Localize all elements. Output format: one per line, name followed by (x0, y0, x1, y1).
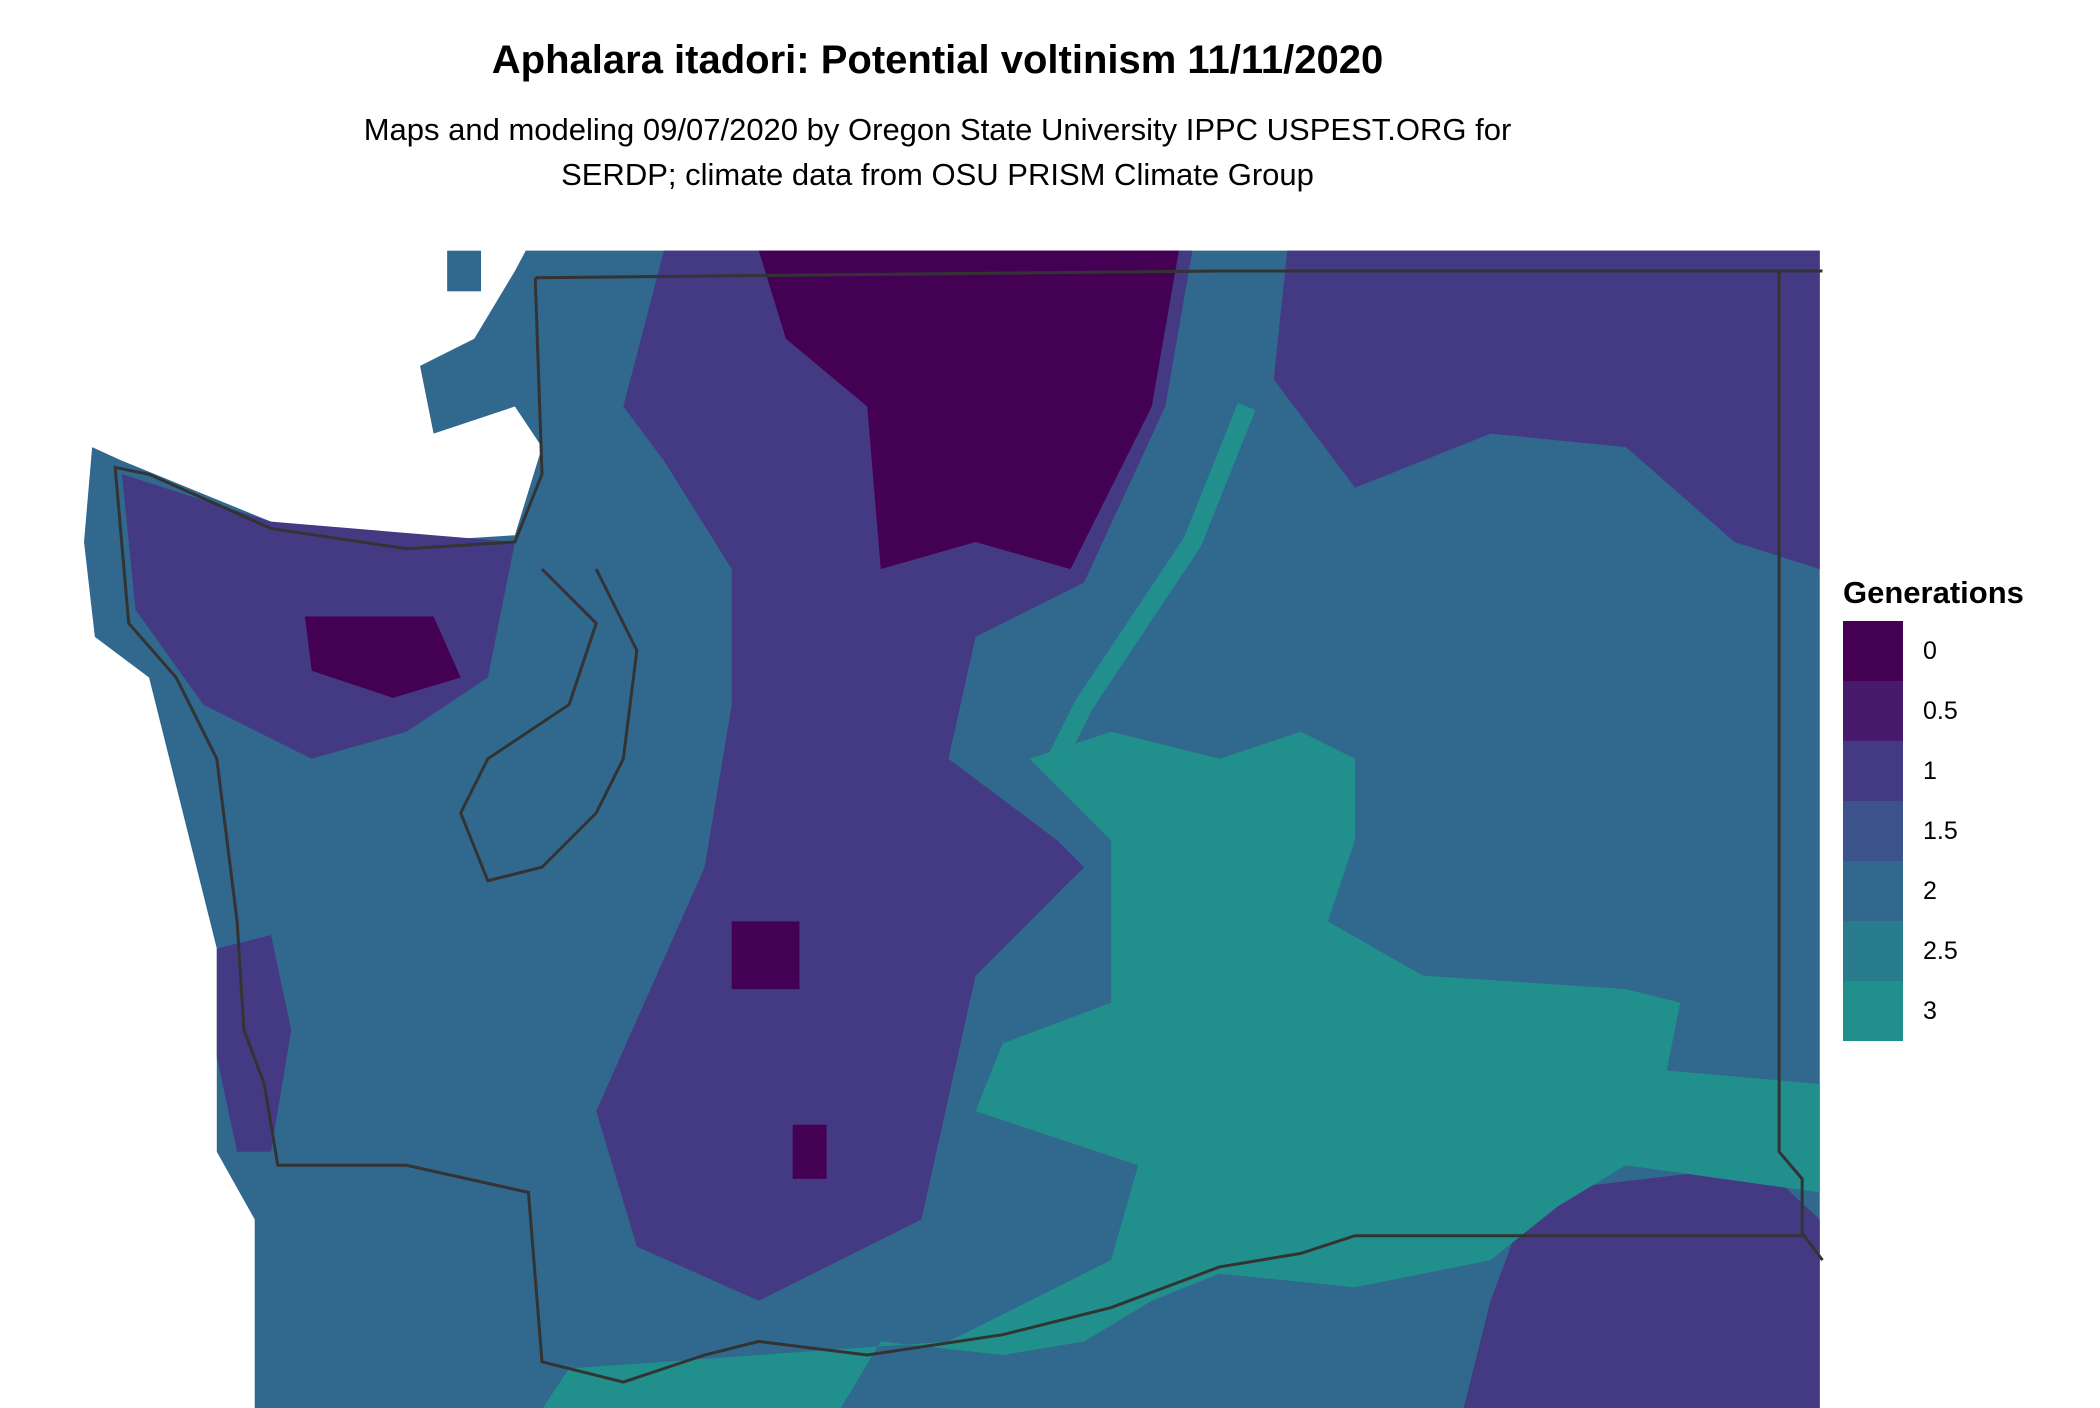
legend-swatch (1843, 981, 1903, 1041)
legend-label: 0 (1923, 636, 1937, 665)
map-region-3-columbia-basin (542, 731, 1820, 1408)
map-region-0-olympics (304, 616, 461, 698)
legend-swatch (1843, 861, 1903, 921)
legend-item: 0.5 (1843, 681, 2024, 741)
map-region-0-adams (792, 1124, 827, 1179)
legend-item: 2 (1843, 861, 2024, 921)
map-region-1-southeast (1463, 1165, 1820, 1408)
map-title: Aphalara itadori: Potential voltinism 11… (491, 38, 1384, 82)
map-region-0-north-cascades (758, 250, 1179, 570)
legend-label: 1 (1923, 756, 1937, 785)
legend-swatch (1843, 801, 1903, 861)
legend-label: 3 (1923, 996, 1937, 1025)
state-border (113, 269, 1824, 1384)
legend-label: 2 (1923, 876, 1937, 905)
map-region-1-northeast (1273, 250, 1820, 570)
legend-item: 3 (1843, 981, 2024, 1041)
legend-swatch (1843, 621, 1903, 681)
legend-swatch (1843, 681, 1903, 741)
map-region-0-rainier (731, 921, 800, 990)
legend-item: 0 (1843, 621, 2024, 681)
map-subtitle-line2: SERDP; climate data from OSU PRISM Clima… (561, 157, 1314, 192)
legend-item: 2.5 (1843, 921, 2024, 981)
legend-title: Generations (1843, 575, 2024, 610)
legend-label: 2.5 (1923, 936, 1958, 965)
legend-label: 1.5 (1923, 816, 1958, 845)
map-region-1-southwest (216, 934, 292, 1152)
legend-item: 1.5 (1843, 801, 2024, 861)
legend: Generations 0 0.5 1 1.5 2 2.5 3 (1843, 575, 2024, 1041)
legend-swatch (1843, 741, 1903, 801)
legend-label: 0.5 (1923, 696, 1958, 725)
map-region-3-river (1048, 402, 1256, 764)
legend-item: 1 (1843, 741, 2024, 801)
map-island (447, 250, 482, 292)
map-subtitle-line1: Maps and modeling 09/07/2020 by Oregon S… (363, 112, 1512, 147)
legend-swatch (1843, 921, 1903, 981)
